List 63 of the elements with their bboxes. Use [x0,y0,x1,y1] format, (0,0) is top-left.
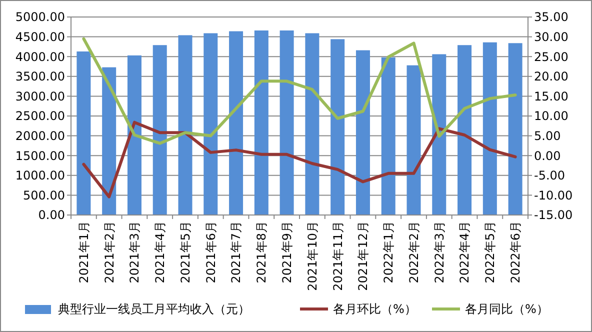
line-series [82,120,517,198]
x-tick-label: 2021年4月 [153,221,168,284]
bar [305,33,320,215]
y-tick-label: 3000.00 [15,89,65,104]
x-tick-label: 2022年5月 [483,221,498,284]
legend-label: 各月环比（%） [333,302,416,316]
bar [406,65,421,215]
y2-tick-label: -10.00 [534,188,573,202]
bar [432,54,446,215]
y-tick-label: 2500.00 [15,109,65,124]
bar [508,43,522,215]
line-series [82,37,517,145]
x-tick-label: 2021年8月 [254,221,269,284]
x-tick-label: 2022年6月 [508,221,523,284]
y-tick-label: 0.00 [38,208,65,222]
y-tick-label: 500.00 [23,188,65,202]
y-tick-label: 5000.00 [15,10,65,24]
x-tick-label: 2021年10月 [305,221,320,291]
x-tick-label: 2021年3月 [128,221,142,284]
bar [381,57,396,215]
y2-tick-label: 30.00 [534,30,568,44]
y2-tick-label: -5.00 [534,168,566,183]
bar [127,55,142,215]
bar [178,35,192,215]
bar [458,45,472,215]
y2-tick-label: 10.00 [534,109,568,124]
y-tick-label: 4000.00 [15,50,65,64]
bar [330,39,345,215]
bar [76,51,91,215]
x-tick-label: 2021年2月 [102,221,116,284]
bar [229,31,244,215]
y2-tick-label: 35.00 [534,10,568,24]
x-tick-label: 2021年5月 [178,221,192,284]
y-tick-label: 1500.00 [15,148,65,163]
legend-label: 典型行业一线员工月平均收入（元） [58,302,250,316]
y2-tick-label: -15.00 [534,208,573,222]
bar [102,67,116,215]
x-tick-label: 2022年1月 [382,221,396,284]
bar [152,45,167,215]
x-tick-label: 2022年3月 [432,221,446,284]
y2-tick-label: 5.00 [534,129,561,143]
x-tick-label: 2022年4月 [458,221,472,284]
y-tick-label: 3500.00 [15,70,65,84]
x-tick-label: 2021年12月 [356,221,370,291]
legend-label: 各月同比（%） [465,302,548,316]
y2-tick-label: 20.00 [534,70,568,84]
y2-tick-label: 15.00 [534,89,568,104]
x-tick-label: 2021年6月 [204,221,218,284]
y2-tick-label: 25.00 [534,50,568,64]
y-tick-label: 1000.00 [15,168,65,183]
y2-tick-label: 0.00 [534,148,561,163]
bar [280,30,294,215]
bar [482,42,497,215]
bar [254,30,268,215]
bar [204,33,218,215]
x-tick-label: 2022年2月 [406,221,421,284]
bar [356,50,370,215]
x-tick-label: 2021年7月 [229,221,244,284]
y-tick-label: 2000.00 [15,129,65,143]
x-tick-label: 2021年9月 [280,221,294,284]
y-tick-label: 4500.00 [15,30,65,44]
x-tick-label: 2021年11月 [330,221,345,291]
x-tick-label: 2021年1月 [76,221,91,284]
